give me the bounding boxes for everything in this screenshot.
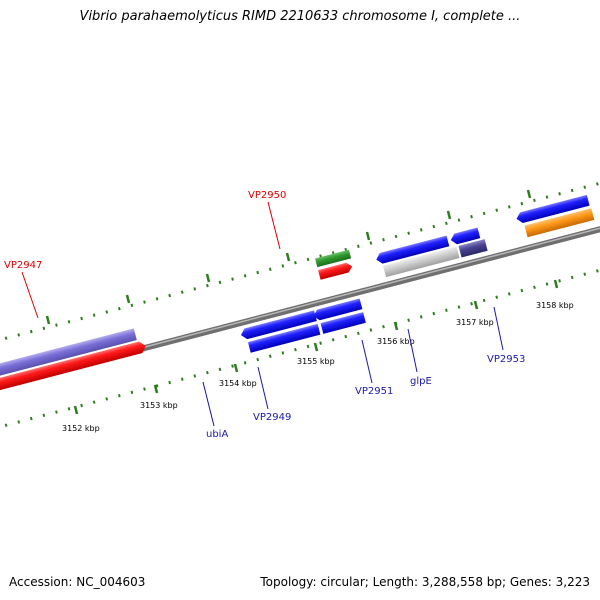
feature-blue-ubia[interactable]	[247, 323, 321, 353]
feature-blue-rev-1[interactable]	[240, 310, 317, 340]
gene-label-vp2947[interactable]: VP2947	[4, 260, 42, 271]
gene-label-vp2950[interactable]: VP2950	[248, 190, 286, 201]
scale-label-3157: 3157 kbp	[456, 318, 494, 327]
gene-labels: VP2947 VP2950 ubiA VP2949 VP2951 glpE VP…	[4, 190, 525, 440]
scale-label-3153: 3153 kbp	[140, 401, 178, 410]
inner-major-tick	[313, 342, 319, 352]
map-title: Vibrio parahaemolyticus RIMD 2210633 chr…	[79, 9, 521, 24]
leader-vp2951	[361, 339, 373, 384]
outer-major-tick	[526, 189, 532, 199]
outer-major-tick	[285, 252, 291, 262]
feature-green-vp2950[interactable]	[315, 249, 352, 268]
outer-major-tick	[365, 231, 371, 241]
gene-label-glpe[interactable]: glpE	[410, 376, 432, 387]
gene-label-vp2949[interactable]: VP2949	[253, 412, 291, 423]
outer-major-tick	[446, 210, 452, 220]
scale-label-3156: 3156 kbp	[377, 337, 415, 346]
feature-gray[interactable]	[383, 246, 460, 278]
leader-vp2950	[267, 201, 281, 250]
inner-scale-track	[0, 268, 600, 429]
topology-summary: Topology: circular; Length: 3,288,558 bp…	[260, 575, 590, 589]
scale-labels: 3152 kbp 3153 kbp 3154 kbp 3155 kbp 3156…	[62, 301, 574, 433]
accession-label: Accession: NC_004603	[9, 575, 146, 589]
leader-ubia	[202, 381, 215, 427]
inner-major-tick	[73, 405, 79, 415]
feature-purple[interactable]	[0, 328, 137, 384]
feature-red-large[interactable]	[0, 340, 147, 398]
gene-label-vp2951[interactable]: VP2951	[355, 386, 393, 397]
inner-major-tick	[233, 363, 239, 373]
leader-glpe	[407, 328, 418, 373]
leader-vp2953	[493, 306, 504, 351]
inner-major-tick	[473, 300, 479, 310]
leader-lines	[21, 201, 504, 427]
feature-blue-vp2949[interactable]	[320, 312, 366, 334]
scale-label-3158: 3158 kbp	[536, 301, 574, 310]
outer-major-tick	[205, 273, 211, 283]
inner-major-tick	[393, 321, 399, 331]
feature-blue-fwd-1[interactable]	[375, 235, 450, 265]
feature-red-small[interactable]	[318, 262, 353, 280]
scale-label-3154: 3154 kbp	[219, 379, 257, 388]
outer-scale-track	[0, 181, 600, 342]
scale-label-3152: 3152 kbp	[62, 424, 100, 433]
feature-blue-fwd-2[interactable]	[449, 227, 481, 246]
outer-major-tick	[45, 315, 51, 325]
feature-blue-rev-2[interactable]	[312, 298, 363, 322]
inner-major-tick	[153, 384, 159, 394]
feature-orange[interactable]	[524, 208, 595, 238]
scale-label-3155: 3155 kbp	[297, 357, 335, 366]
gene-label-vp2953[interactable]: VP2953	[487, 354, 525, 365]
leader-vp2949	[257, 366, 269, 410]
feature-indigo[interactable]	[458, 239, 488, 258]
gene-label-ubia[interactable]: ubiA	[206, 429, 228, 440]
outer-major-tick	[125, 294, 131, 304]
leader-vp2947	[21, 271, 39, 319]
feature-blue-vp2953[interactable]	[515, 194, 590, 224]
inner-major-tick	[553, 279, 559, 289]
